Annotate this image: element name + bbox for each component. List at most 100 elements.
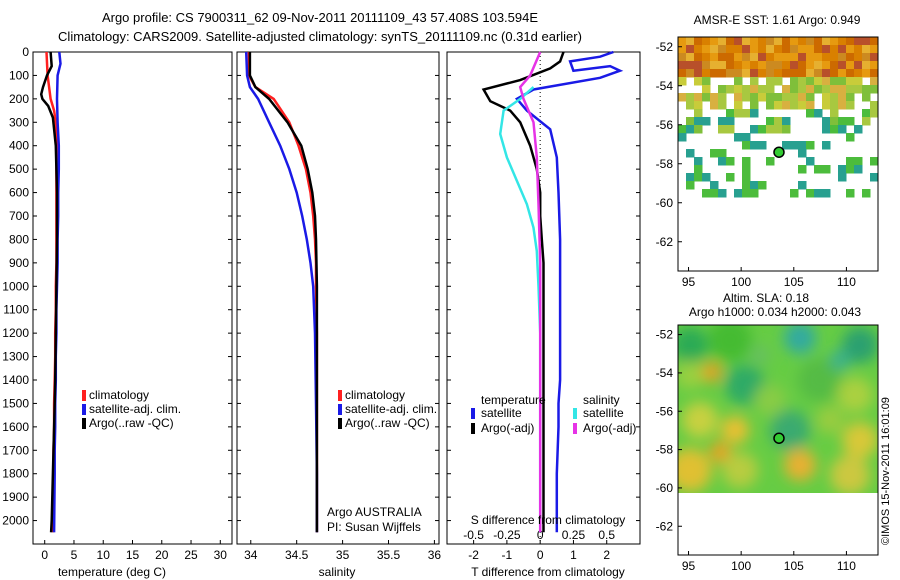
sst-cell <box>838 165 847 174</box>
x-tick-label: 0 <box>41 548 48 562</box>
plot-frame <box>236 51 440 545</box>
y-tick-label: 1000 <box>2 279 29 293</box>
sst-cell <box>862 69 871 78</box>
map-x-tick-label: 105 <box>784 559 804 573</box>
sst-cell <box>734 109 743 118</box>
sst-cell <box>806 45 815 54</box>
sla-field <box>678 325 878 493</box>
sst-cell <box>830 69 839 78</box>
sst-cell <box>678 77 687 86</box>
series-line-1 <box>514 50 624 533</box>
sst-cell <box>830 45 839 54</box>
sst-cell <box>790 69 799 78</box>
sst-cell <box>862 53 871 62</box>
sst-cell <box>742 141 751 150</box>
sst-cell <box>854 85 863 94</box>
map-frame <box>677 36 879 272</box>
sst-cell <box>790 37 799 46</box>
sst-cell <box>742 53 751 62</box>
sla-blob <box>837 377 873 413</box>
sst-cell <box>806 77 815 86</box>
sst-cell <box>718 69 727 78</box>
sla-blob <box>842 422 878 458</box>
sst-cell <box>726 173 735 182</box>
sst-map-title: AMSR-E SST: 1.61 Argo: 0.949 <box>694 13 861 27</box>
sst-cell <box>870 61 879 70</box>
sst-cell <box>694 117 703 126</box>
sst-cell <box>870 173 879 182</box>
sst-cell <box>742 109 751 118</box>
sst-cell <box>742 69 751 78</box>
map-x-tick-label: 110 <box>837 559 856 573</box>
sst-cell <box>846 69 855 78</box>
sla-blob <box>710 442 730 462</box>
sst-cell <box>798 69 807 78</box>
difference-panel: -2 -1 0 1 2 -0.5 -0.25 0 0.25 0.5 temperature salin… <box>446 50 641 562</box>
sst-cell <box>814 45 823 54</box>
sst-cell <box>870 45 879 54</box>
sst-cell <box>694 77 703 86</box>
legend-label: Argo(-adj) <box>583 421 636 435</box>
map-y-tick-label: -56 <box>656 404 674 418</box>
sst-cell <box>702 37 711 46</box>
sst-cell <box>734 77 743 86</box>
sst-cell <box>854 77 863 86</box>
sst-cell <box>734 61 743 70</box>
sst-cell <box>710 181 719 190</box>
sla-blob <box>754 384 786 416</box>
sst-cell <box>870 53 879 62</box>
sst-cell <box>758 85 767 94</box>
sst-cell <box>726 69 735 78</box>
x-tick-label: 15 <box>126 548 140 562</box>
map-x-tick-label: 100 <box>731 275 751 289</box>
sst-cell <box>838 37 847 46</box>
sst-cell <box>750 189 759 198</box>
x-tick-label: 0 <box>537 548 544 562</box>
sst-cell <box>702 53 711 62</box>
sla-title-line2: Argo h1000: 0.034 h2000: 0.043 <box>689 305 861 319</box>
sst-cell <box>838 53 847 62</box>
x2-tick-label: 0.5 <box>598 528 615 542</box>
sst-cell <box>710 53 719 62</box>
sst-cell <box>686 61 695 70</box>
legend-label: Argo(-adj) <box>481 421 534 435</box>
sst-cell <box>870 77 879 86</box>
sla-blob <box>678 361 704 389</box>
sst-cell <box>806 53 815 62</box>
y-tick-label: 400 <box>9 139 29 153</box>
sst-cell <box>782 141 791 150</box>
sst-cell <box>798 101 807 110</box>
map-y-tick-label: -58 <box>656 443 674 457</box>
sst-cell <box>862 61 871 70</box>
sst-cell <box>870 101 879 110</box>
sst-cell <box>814 77 823 86</box>
sst-cell <box>742 85 751 94</box>
sst-cell <box>782 85 791 94</box>
sst-cell <box>694 61 703 70</box>
sst-cell <box>870 109 879 118</box>
sst-cell <box>846 157 855 166</box>
y-tick-label: 1700 <box>2 443 29 457</box>
sst-cell <box>846 37 855 46</box>
sst-cell <box>742 133 751 142</box>
sst-cell <box>830 85 839 94</box>
sst-cell <box>718 149 727 158</box>
sst-cell <box>846 85 855 94</box>
sst-cell <box>862 85 871 94</box>
x-tick-label: 35.5 <box>377 548 401 562</box>
x-tick-label: -1 <box>502 548 513 562</box>
argo-pi-label: PI: Susan Wijffels <box>327 520 421 534</box>
sla-title-line1: Altim. SLA: 0.18 <box>723 291 809 305</box>
x-tick-label: 2 <box>603 548 610 562</box>
sst-cell <box>766 101 775 110</box>
sst-cell <box>678 93 687 102</box>
sst-cell <box>774 61 783 70</box>
map-y-tick-label: -54 <box>656 366 674 380</box>
sst-cell <box>726 125 735 134</box>
sst-cell <box>774 37 783 46</box>
sst-cell <box>798 85 807 94</box>
sst-cell <box>750 61 759 70</box>
sst-cell <box>806 109 815 118</box>
sst-cell <box>702 173 711 182</box>
sst-cell <box>750 181 759 190</box>
